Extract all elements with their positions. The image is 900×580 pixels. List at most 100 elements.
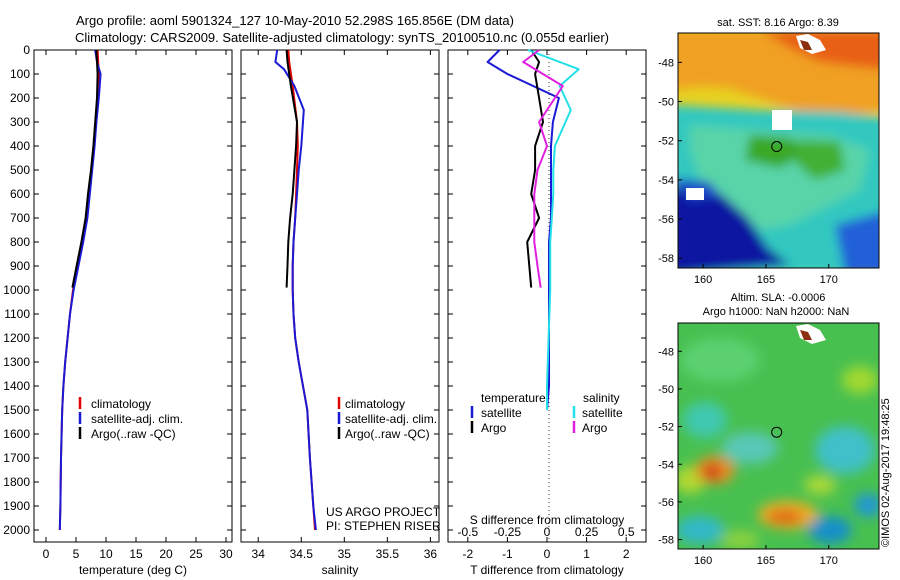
y-tick-label: 400 [10,139,30,153]
map-y-tick-label: -50 [658,97,674,109]
argo-float-marker [771,141,783,153]
map-x-tick-label: 170 [820,274,838,286]
x-tick-label: 0 [43,547,50,561]
sst-map-nodata-west [686,188,704,200]
y-tick-label: 600 [10,187,30,201]
argo-float-marker [771,426,783,438]
temperature-legend: climatology satellite-adj. clim. Argo(..… [78,397,183,441]
map-y-tick-label: -52 [658,136,674,148]
map-x-tick-label: 170 [820,555,838,567]
legend-title-salinity: salinity [583,391,620,405]
x-tick-label: 0 [544,547,551,561]
x-tick-label: 30 [219,547,233,561]
x-tick-label: -1 [502,547,513,561]
x-tick-label: 34.5 [290,547,314,561]
sst-map [678,33,879,268]
y-tick-label: 0 [23,43,30,57]
sst-map-frame [677,32,880,269]
legend-label-satellite: satellite-adj. clim. [91,412,183,426]
y-tick-label: 100 [10,67,30,81]
x-tick-label: 5 [73,547,80,561]
map-x-tick-label: 160 [694,274,712,286]
sla-map-land-white [796,324,826,344]
legend-label-argo: Argo(..raw -QC) [91,427,176,441]
map-y-tick-label: -54 [658,459,674,471]
pi-credit: PI: STEPHEN RISER [326,519,441,533]
sla-map [678,323,879,549]
x-tick-label: 10 [99,547,113,561]
x-tick-label: 35 [338,547,352,561]
y-tick-label: 800 [10,235,30,249]
legend-label-s-argo: Argo [582,421,608,435]
difference-legend: temperature salinity satellite Argo sate… [470,391,623,435]
sla-map-land [800,330,812,340]
map-y-tick-label: -58 [658,253,674,265]
map-y-tick-label: -48 [658,346,674,358]
salinity-panel-frame [240,49,440,543]
series-line-salinity-argo [522,49,564,288]
legend-label-s-satellite: satellite [582,406,623,420]
y-tick-label: 1100 [4,307,30,321]
map-x-tick-label: 165 [757,555,775,567]
sla-map-subtitle: Argo h1000: NaN h2000: NaN [703,306,850,318]
x-tick-label: 25 [189,547,203,561]
temperature-series [58,49,102,531]
legend-label-climatology: climatology [91,397,151,411]
project-credit: US ARGO PROJECT [326,505,441,519]
legend-label-t-argo: Argo [481,421,507,435]
temperature-panel-frame [33,49,233,543]
s-tick-label: 0 [544,525,551,539]
legend-label-t-satellite: satellite [481,406,522,420]
sla-map-frame [677,322,880,550]
sst-map-nodata [772,110,792,130]
y-tick-label: 1500 [3,403,30,417]
s-tick-label: -0.5 [457,525,478,539]
sst-map-land [800,40,812,50]
series-line-argo-raw-qc- [285,49,298,288]
y-tick-label: 1200 [3,331,30,345]
series-line-climatology [58,49,100,531]
salinity-legend: climatology satellite-adj. clim. Argo(..… [337,397,437,441]
y-tick-label: 900 [10,259,30,273]
legend-label-climatology: climatology [345,397,405,411]
series-line-argo-raw-qc- [71,49,99,288]
x-tick-label: 1 [583,547,590,561]
difference-panel-frame [447,49,647,543]
x-tick-label: 15 [129,547,143,561]
sla-map-axes: 160 165 170 -48 -50 -52 -54 -56 -58 [658,346,838,567]
map-y-tick-label: -52 [658,422,674,434]
map-y-tick-label: -56 [658,497,674,509]
y-tick-label: 1000 [3,283,30,297]
map-x-tick-label: 160 [694,555,712,567]
map-x-tick-label: 165 [757,274,775,286]
x-tick-label: 20 [159,547,173,561]
y-tick-label: 500 [10,163,30,177]
temperature-axes: 0 5 10 15 20 25 300100200300400500600700800900… [3,43,233,561]
imos-watermark: ©IMOS 02-Aug-2017 19:48:25 [880,398,892,547]
y-tick-label: 1300 [3,355,30,369]
legend-title-temperature: temperature [481,391,546,405]
map-y-tick-label: -50 [658,384,674,396]
figure-title-line1: Argo profile: aoml 5901324_127 10-May-20… [76,13,514,28]
x-tick-label: 2 [623,547,630,561]
y-tick-label: 1900 [3,499,30,513]
legend-label-argo: Argo(..raw -QC) [345,427,430,441]
sla-map-title: Altim. SLA: -0.0006 [731,292,826,304]
difference-series [486,49,580,411]
map-y-tick-label: -48 [658,57,674,69]
salinity-xlabel: salinity [322,563,359,577]
s-tick-label: 0.5 [618,525,635,539]
map-y-tick-label: -58 [658,535,674,547]
x-tick-label: 35.5 [376,547,400,561]
y-tick-label: 1600 [3,427,30,441]
s-tick-label: 0.25 [575,525,599,539]
figure-title-line2: Climatology: CARS2009. Satellite-adjuste… [75,30,609,45]
series-line-satellite-adj-clim- [274,49,317,531]
difference-axes: -2 -1 0 1 2 -0.5 -0.25 0 0.25 0.5 [448,49,646,561]
y-tick-label: 1700 [3,451,30,465]
x-tick-label: 36 [424,547,438,561]
sst-map-title: sat. SST: 8.16 Argo: 8.39 [717,17,839,29]
y-tick-label: 300 [10,115,30,129]
s-tick-label: -0.25 [494,525,522,539]
